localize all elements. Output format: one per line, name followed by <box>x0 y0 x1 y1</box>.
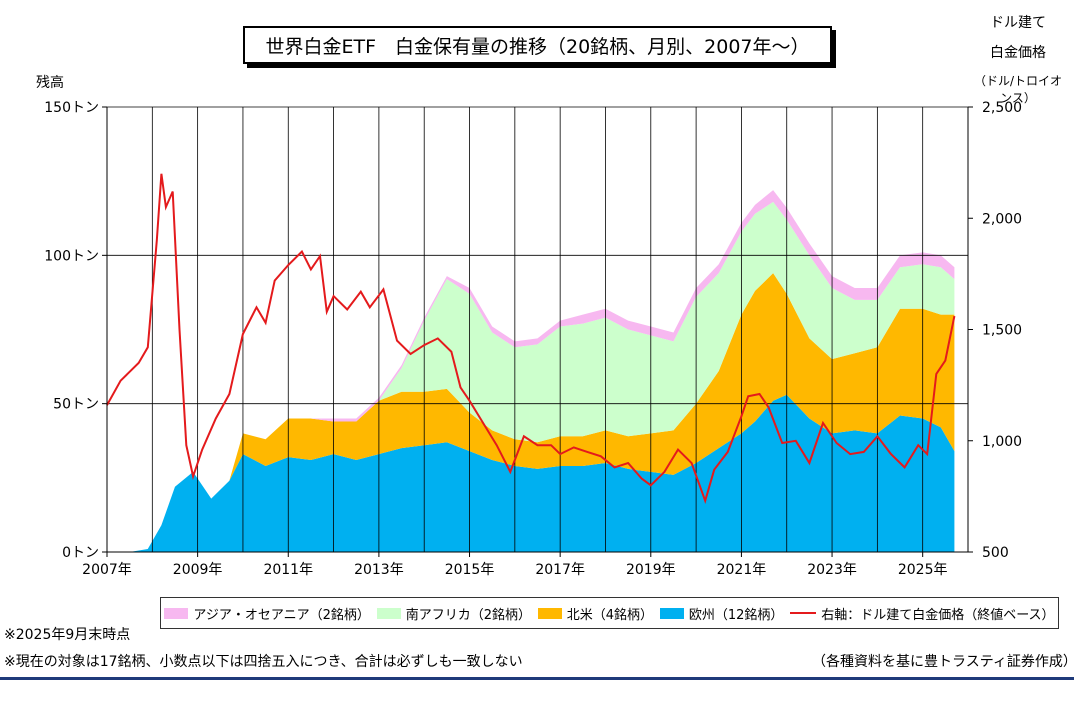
right-axis-title-line1: ドル建て <box>990 15 1046 31</box>
bottom-rule <box>0 677 1074 680</box>
legend-swatch-asia <box>164 607 189 619</box>
legend-swatch-price <box>790 612 817 614</box>
y-tick-label: 150トン <box>44 100 99 116</box>
x-tick-label: 2015年 <box>445 562 495 578</box>
legend: アジア・オセアニア（2銘柄） 南アフリカ（2銘柄） 北米（4銘柄） 欧州（12銘… <box>160 597 1059 629</box>
area-europe <box>107 394 955 552</box>
x-tick-label: 2023年 <box>807 562 857 578</box>
legend-label-safrica: 南アフリカ（2銘柄） <box>405 607 531 623</box>
y2-tick-label: 1,500 <box>982 323 1022 339</box>
legend-label-asia: アジア・オセアニア（2銘柄） <box>193 607 370 623</box>
legend-label-europe: 欧州（12銘柄） <box>688 607 784 623</box>
y2-tick-label: 2,500 <box>982 100 1022 116</box>
axes-layer: 0トン 50トン 100トン 150トン 500 1,000 1,500 2,000 2,500… <box>44 100 1022 578</box>
legend-item-europe: 欧州（12銘柄） <box>659 604 784 623</box>
legend-item-price: 右軸：ドル建て白金価格（終値ベース） <box>790 604 1055 623</box>
area-safrica <box>107 201 955 552</box>
legend-item-safrica: 南アフリカ（2銘柄） <box>376 604 531 623</box>
price-line-layer <box>106 173 956 505</box>
legend-item-asia: アジア・オセアニア（2銘柄） <box>164 604 370 623</box>
right-axis-title-line2: 白金価格 <box>990 45 1046 61</box>
area-namerica <box>107 273 955 552</box>
note-date: ※2025年9月末時点 <box>4 627 131 643</box>
price-line <box>106 173 956 505</box>
legend-swatch-namerica <box>537 607 562 619</box>
chart-canvas: 0トン 50トン 100トン 150トン 500 1,000 1,500 2,000 2,500… <box>44 100 1022 578</box>
x-tick-label: 2019年 <box>626 562 676 578</box>
y-tick-label: 50トン <box>53 397 99 413</box>
x-tick-label: 2021年 <box>717 562 767 578</box>
legend-swatch-safrica <box>376 607 401 619</box>
y-tick-label: 100トン <box>44 248 99 264</box>
y-tick-label: 0トン <box>62 545 99 561</box>
left-axis-title: 残高 <box>36 75 64 91</box>
y2-tick-label: 1,000 <box>982 434 1022 450</box>
x-tick-label: 2009年 <box>173 562 223 578</box>
x-tick-label: 2013年 <box>354 562 404 578</box>
x-tick-label: 2011年 <box>263 562 313 578</box>
legend-item-namerica: 北米（4銘柄） <box>537 604 654 623</box>
legend-label-price: 右軸：ドル建て白金価格（終値ベース） <box>821 607 1055 623</box>
right-axis-title-line3: （ドル/トロイオンス） <box>973 74 1063 105</box>
note-disclaimer: ※現在の対象は17銘柄、小数点以下は四捨五入につき、合計は必ずしも一致しない <box>4 654 523 670</box>
chart-title: 世界白金ETF 白金保有量の推移（20銘柄、月別、2007年〜） <box>243 26 832 64</box>
note-source: （各種資料を基に豊トラスティ証券作成） <box>812 654 1074 670</box>
x-tick-label: 2017年 <box>535 562 585 578</box>
legend-swatch-europe <box>659 607 684 619</box>
area-layer <box>107 190 955 553</box>
y2-tick-label: 500 <box>982 545 1009 561</box>
y2-tick-label: 2,000 <box>982 211 1022 227</box>
legend-label-namerica: 北米（4銘柄） <box>566 607 654 623</box>
x-tick-label: 2007年 <box>82 562 132 578</box>
x-tick-label: 2025年 <box>898 562 948 578</box>
